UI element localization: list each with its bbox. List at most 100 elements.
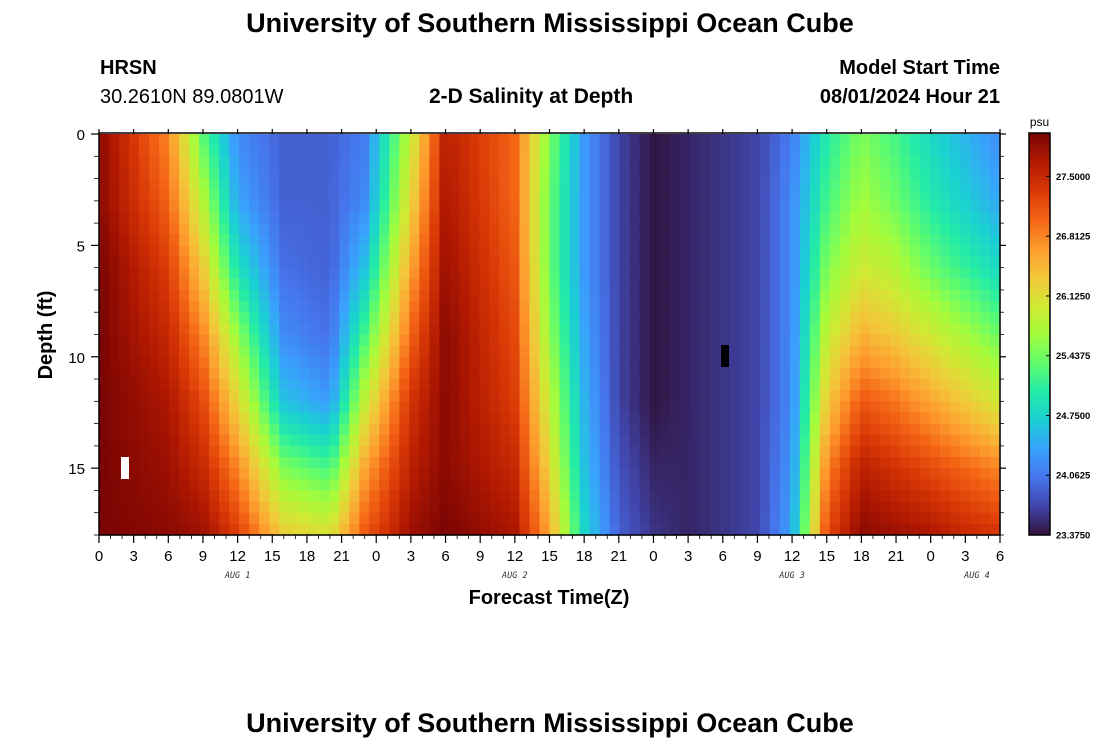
heatmap-cell <box>509 501 521 514</box>
heatmap-cell <box>259 512 270 525</box>
heatmap-cell <box>119 289 130 302</box>
heatmap-cell <box>469 267 481 280</box>
heatmap-cell <box>429 401 440 414</box>
heatmap-cell <box>529 234 541 246</box>
heatmap-cell <box>989 189 1001 202</box>
heatmap-cell <box>829 401 841 414</box>
heatmap-cell <box>679 379 691 391</box>
heatmap-cell <box>709 256 721 269</box>
heatmap-cell <box>349 312 360 324</box>
heatmap-cell <box>489 278 501 291</box>
heatmap-cell <box>99 223 110 235</box>
heatmap-cell <box>859 278 871 291</box>
heatmap-cell <box>709 278 721 291</box>
heatmap-cell <box>759 256 771 269</box>
heatmap-cell <box>339 256 350 269</box>
heatmap-cell <box>859 345 871 358</box>
heatmap-cell <box>959 423 971 436</box>
heatmap-cell <box>469 468 481 480</box>
heatmap-cell <box>399 256 410 269</box>
heatmap-cell <box>359 490 370 503</box>
heatmap-cell <box>989 457 1001 469</box>
heatmap-cell <box>589 367 601 380</box>
heatmap-cell <box>659 234 671 246</box>
heatmap-cell <box>619 200 631 213</box>
heatmap-cell <box>159 278 170 291</box>
heatmap-cell <box>649 134 661 146</box>
heatmap-cell <box>499 234 511 246</box>
heatmap-cell <box>939 267 951 280</box>
heatmap-cell <box>429 178 440 191</box>
heatmap-cell <box>749 223 761 235</box>
heatmap-cell <box>599 223 611 235</box>
heatmap-cell <box>489 323 501 336</box>
heatmap-cell <box>439 412 450 425</box>
heatmap-cell <box>449 256 460 269</box>
heatmap-cell <box>879 468 891 480</box>
heatmap-cell <box>339 367 350 380</box>
heatmap-cell <box>679 423 691 436</box>
heatmap-cell <box>709 401 721 414</box>
heatmap-cell <box>349 245 360 258</box>
heatmap-cell <box>629 234 641 246</box>
heatmap-cell <box>359 245 370 258</box>
heatmap-cell <box>569 345 581 358</box>
heatmap-cell <box>439 457 450 469</box>
heatmap-cell <box>469 490 481 503</box>
heatmap-cell <box>639 457 651 469</box>
heatmap-cell <box>899 267 911 280</box>
heatmap-cell <box>369 457 380 469</box>
heatmap-cell <box>479 245 491 258</box>
heatmap-cell <box>339 211 350 224</box>
heatmap-cell <box>939 134 951 146</box>
heatmap-cell <box>209 289 220 302</box>
heatmap-cell <box>929 145 941 157</box>
heatmap-cell <box>229 312 240 324</box>
heatmap-cell <box>779 401 791 414</box>
heatmap-cell <box>409 390 420 402</box>
heatmap-cell <box>949 523 961 536</box>
heatmap-cell <box>179 301 190 313</box>
heatmap-cell <box>219 234 230 246</box>
heatmap-cell <box>469 312 481 324</box>
heatmap-cell <box>169 156 180 169</box>
heatmap-cell <box>579 256 591 269</box>
heatmap-cell <box>779 267 791 280</box>
heatmap-cell <box>499 134 511 146</box>
heatmap-cell <box>789 323 801 336</box>
heatmap-cell <box>899 156 911 169</box>
heatmap-cell <box>209 412 220 425</box>
heatmap-cell <box>689 523 701 536</box>
heatmap-cell <box>939 479 951 492</box>
heatmap-cell <box>229 390 240 402</box>
heatmap-cell <box>709 345 721 358</box>
heatmap-cell <box>929 434 941 447</box>
heatmap-cell <box>229 200 240 213</box>
heatmap-cell <box>639 178 651 191</box>
heatmap-cell <box>879 245 891 258</box>
heatmap-cell <box>589 234 601 246</box>
heatmap-cell <box>199 167 210 180</box>
heatmap-cell <box>669 334 681 347</box>
heatmap-cell <box>689 245 701 258</box>
heatmap-cell <box>759 278 771 291</box>
x-tick-label: 9 <box>199 548 207 565</box>
heatmap-cell <box>729 189 741 202</box>
heatmap-cell <box>479 367 491 380</box>
model-start-time: 08/01/2024 Hour 21 <box>819 86 1000 108</box>
heatmap-cell <box>139 267 150 280</box>
heatmap-cell <box>909 245 921 258</box>
chart-subtitle: 2-D Salinity at Depth <box>429 85 634 108</box>
heatmap-cell <box>569 234 581 246</box>
heatmap-cell <box>469 223 481 235</box>
heatmap-cell <box>759 245 771 258</box>
heatmap-cell <box>159 379 170 391</box>
heatmap-cell <box>559 434 571 447</box>
heatmap-cell <box>339 223 350 235</box>
heatmap-cell <box>179 156 190 169</box>
heatmap-cell <box>279 167 290 180</box>
heatmap-cell <box>329 468 340 480</box>
heatmap-cell <box>129 345 140 358</box>
heatmap-cell <box>889 256 901 269</box>
heatmap-cell <box>699 412 711 425</box>
